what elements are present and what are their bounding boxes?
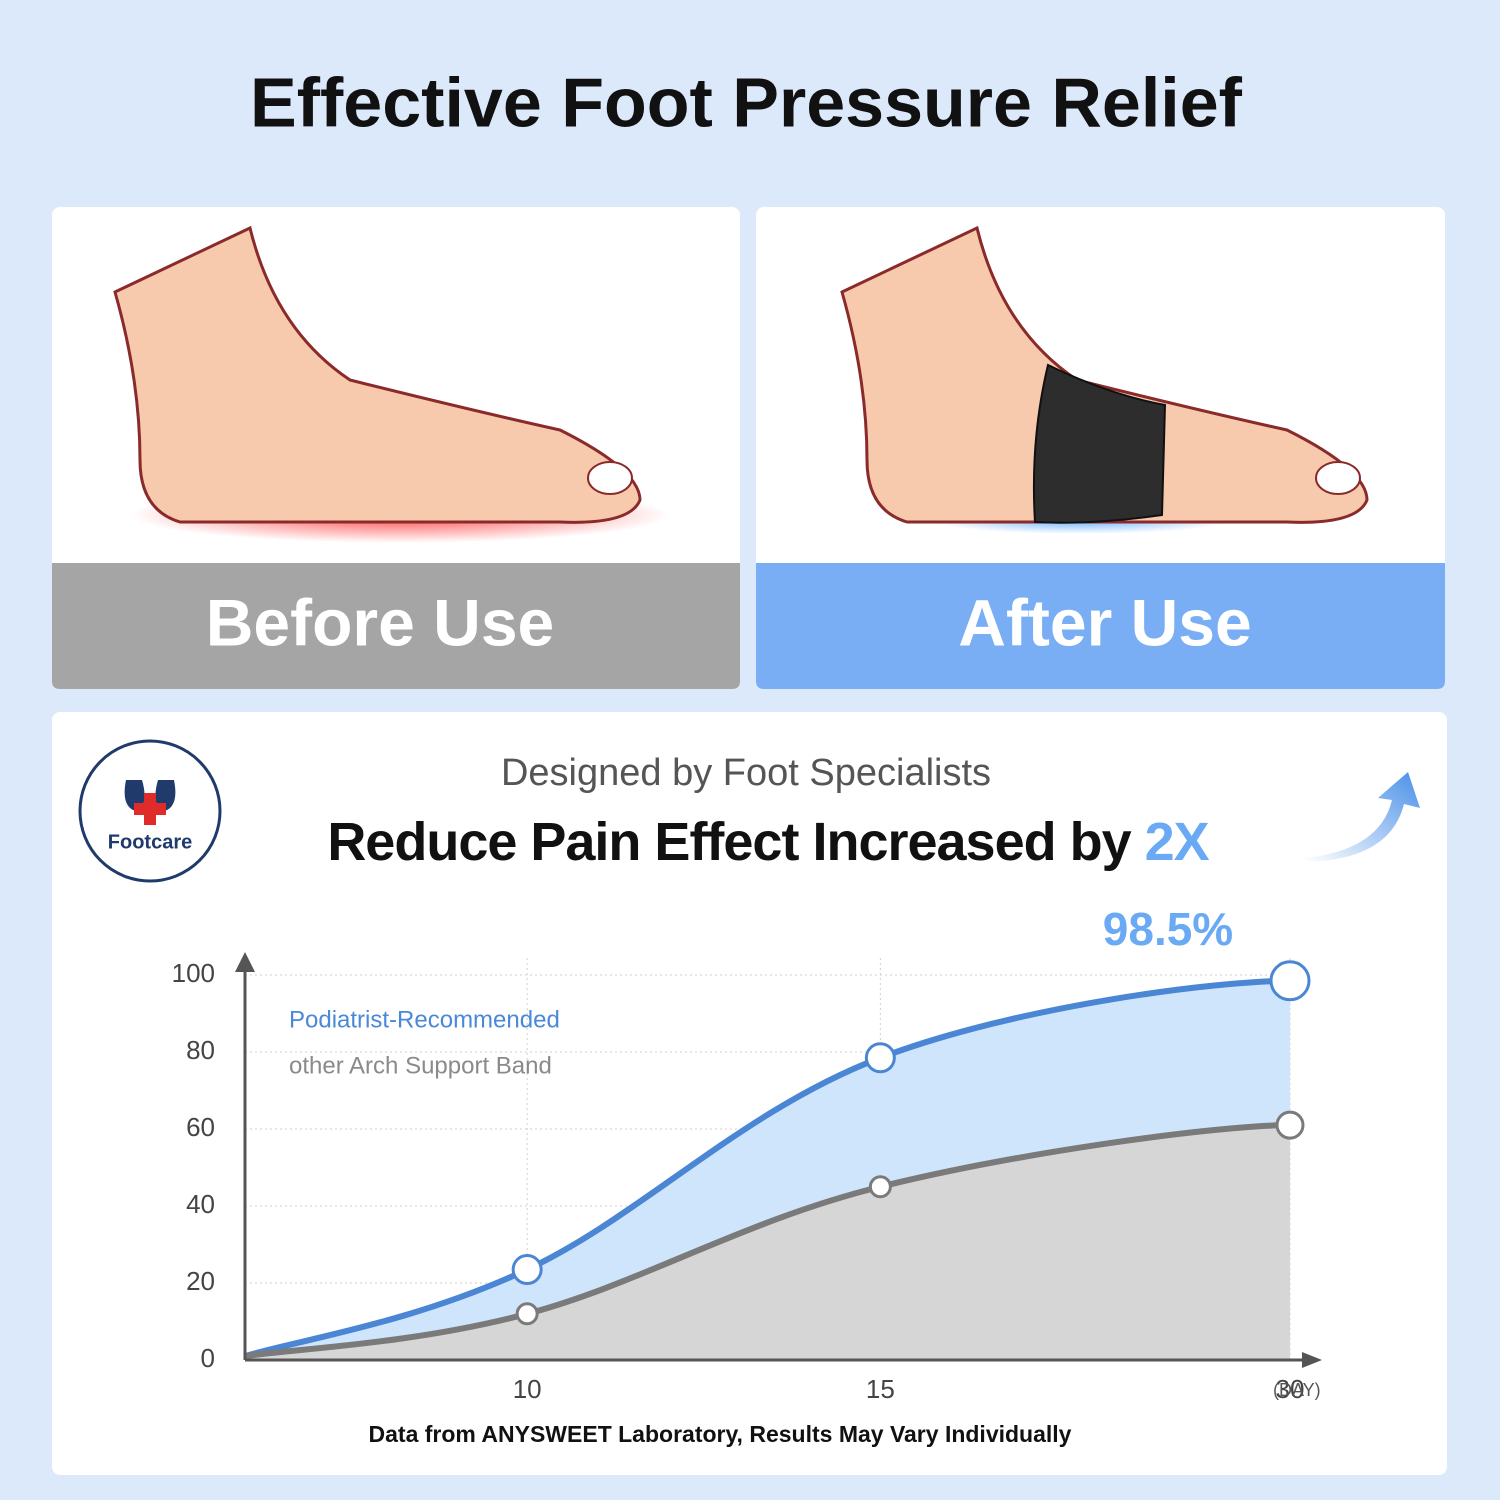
legend-label: Podiatrist-Recommended <box>289 1006 560 1033</box>
title-text: Reduce Pain Effect Increased by <box>327 812 1131 872</box>
x-tick-label: 10 <box>513 1374 542 1404</box>
panel-label: Before Use <box>206 585 554 659</box>
x-axis-arrow <box>1302 1352 1322 1368</box>
y-tick-label: 40 <box>186 1189 215 1219</box>
after-bar <box>756 563 1445 689</box>
toenail <box>1315 461 1361 495</box>
y-tick-label: 100 <box>172 958 215 988</box>
y-tick-label: 80 <box>186 1035 215 1065</box>
y-tick-label: 0 <box>201 1343 215 1373</box>
foot <box>840 225 1369 524</box>
page-title: Effective Foot Pressure Relief <box>250 63 1243 141</box>
arch-band <box>1032 363 1167 524</box>
panel-label: After Use <box>958 585 1251 659</box>
badge-cross <box>134 793 166 825</box>
data-point <box>1269 960 1311 1002</box>
series-line <box>244 1122 1291 1360</box>
x-tick-label: 15 <box>866 1374 895 1404</box>
chart-subtitle: Designed by Foot Specialists <box>501 752 991 794</box>
legend-label: other Arch Support Band <box>289 1052 552 1079</box>
x-axis-unit: (DAY) <box>1273 1380 1321 1400</box>
data-point <box>868 1175 892 1199</box>
series-area <box>245 1125 1290 1360</box>
y-tick-label: 60 <box>186 1112 215 1142</box>
up-arrow-icon <box>1305 772 1420 862</box>
badge-label: Footcare <box>108 831 192 853</box>
foot <box>113 225 642 524</box>
data-point <box>1275 1110 1305 1140</box>
data-point <box>511 1254 543 1286</box>
y-tick-label: 20 <box>186 1266 215 1296</box>
value-label: 98.5% <box>1103 903 1233 955</box>
title-highlight: 2X <box>1145 812 1210 872</box>
chart-note: Data from ANYSWEET Laboratory, Results M… <box>369 1421 1072 1447</box>
y-axis-arrow <box>235 952 255 972</box>
x-tick-label: 30 <box>1276 1374 1305 1404</box>
series-line <box>244 977 1291 1360</box>
before-bar <box>52 563 740 689</box>
plot: 0 20 40 60 80 100 10 15 30(DAY) 98.5% Podiatrist-R… <box>172 903 1322 1447</box>
data-point <box>864 1042 896 1074</box>
data-point <box>515 1302 539 1326</box>
toenail <box>587 461 633 495</box>
chart-title: Reduce Pain Effect Increased by 2X <box>327 812 1209 872</box>
